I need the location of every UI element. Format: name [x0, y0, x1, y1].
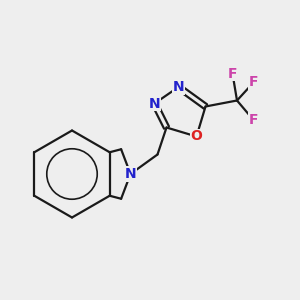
Text: N: N: [125, 167, 136, 181]
Text: O: O: [190, 130, 202, 143]
Text: F: F: [249, 113, 258, 127]
Text: F: F: [249, 76, 258, 89]
Text: N: N: [173, 80, 184, 94]
Text: N: N: [149, 97, 160, 110]
Text: F: F: [228, 67, 237, 80]
